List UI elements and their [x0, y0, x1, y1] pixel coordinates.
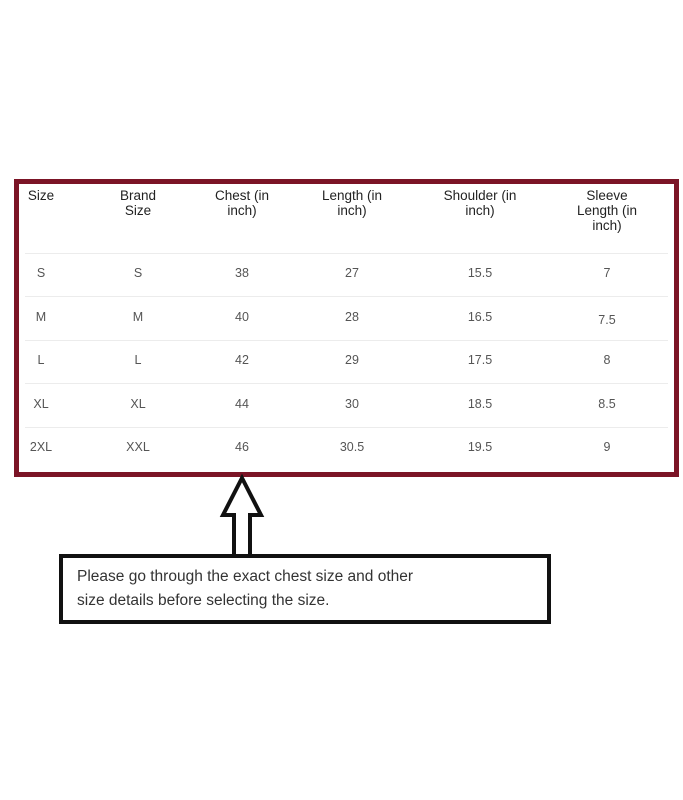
table-cell: 9 [603, 440, 611, 454]
table-cell: 7 [603, 266, 611, 280]
column-header: inch) [227, 203, 257, 218]
table-cell: 42 [235, 353, 249, 367]
size-note-box: Please go through the exact chest size a… [59, 554, 551, 624]
column-header: Length (in [321, 188, 383, 203]
row-divider [25, 296, 668, 297]
note-line: Please go through the exact chest size a… [77, 568, 414, 585]
table-cell: L [37, 353, 45, 367]
column-header: Chest (in [214, 188, 270, 203]
table-cell: 40 [235, 310, 249, 324]
table-cell: 8.5 [598, 397, 616, 411]
column-header: Size [27, 188, 55, 203]
column-header: Sleeve [586, 188, 628, 203]
row-divider [25, 340, 668, 341]
table-cell: 30 [345, 397, 359, 411]
column-header: inch) [465, 203, 495, 218]
table-cell: 19.5 [467, 440, 493, 454]
table-cell: 44 [235, 397, 249, 411]
table-cell: 29 [345, 353, 359, 367]
column-header: Shoulder (in [443, 188, 517, 203]
table-cell: L [134, 353, 142, 367]
table-cell: M [132, 310, 144, 324]
table-cell: XL [130, 397, 146, 411]
table-cell: XL [33, 397, 49, 411]
note-line: size details before selecting the size. [77, 592, 330, 609]
table-cell: 8 [603, 353, 611, 367]
row-divider [25, 427, 668, 428]
table-cell: 15.5 [467, 266, 493, 280]
table-cell: 46 [235, 440, 249, 454]
table-cell: XXL [126, 440, 150, 454]
table-cell: 17.5 [467, 353, 493, 367]
table-cell: M [35, 310, 47, 324]
table-cell: 28 [345, 310, 359, 324]
table-cell: 7.5 [598, 313, 616, 327]
column-header: Length (in [576, 203, 638, 218]
table-cell: 27 [345, 266, 359, 280]
table-cell: 16.5 [467, 310, 493, 324]
table-cell: 18.5 [467, 397, 493, 411]
table-cell: S [133, 266, 143, 280]
column-header: Brand [119, 188, 157, 203]
row-divider [25, 253, 668, 254]
table-cell: S [36, 266, 46, 280]
column-header: inch) [337, 203, 367, 218]
column-header: Size [124, 203, 152, 218]
size-chart-table: Size Brand Size Chest (in inch) Length (in inc… [14, 179, 679, 477]
table-cell: 30.5 [339, 440, 365, 454]
table-cell: 38 [235, 266, 249, 280]
table-cell: 2XL [29, 440, 53, 454]
row-divider [25, 383, 668, 384]
column-header: inch) [592, 218, 622, 233]
